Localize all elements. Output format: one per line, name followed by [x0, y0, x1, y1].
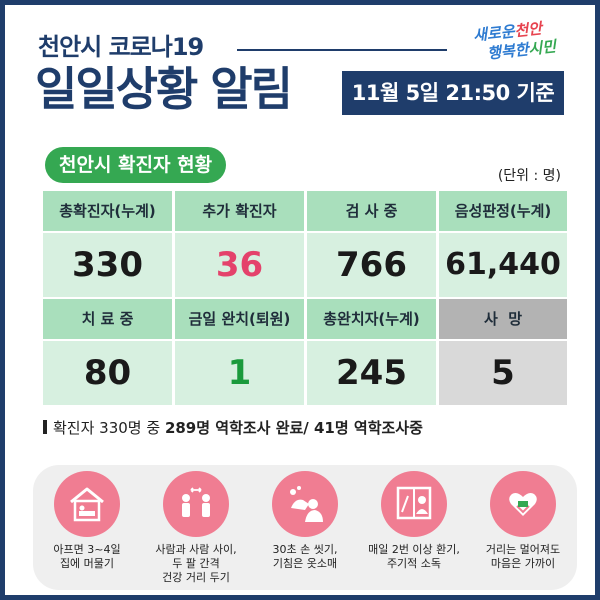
- note-bullet: [43, 420, 47, 434]
- today-released-label: 금일 완치(퇴원): [175, 299, 304, 339]
- testing-label: 검 사 중: [307, 191, 436, 231]
- total-confirmed-label: 총확진자(누계): [43, 191, 172, 231]
- rule-item-heart: 거리는 멀어져도 마음은 가까이: [469, 471, 577, 571]
- city-logo: 새로운천안 행복한시민: [465, 19, 585, 63]
- investigation-note: 확진자 330명 중 289명 역학조사 완료/ 41명 역학조사중: [43, 417, 423, 438]
- rule-caption: 아프면 3~4일 집에 머물기: [53, 543, 121, 570]
- note-bold: 289명 역학조사 완료/ 41명 역학조사중: [164, 419, 423, 437]
- date-badge: 11월 5일 21:50 기준: [342, 71, 564, 115]
- distance-icon: [163, 471, 229, 537]
- prevention-rules: 아프면 3~4일 집에 머물기 사람과 사람 사이, 두 팔 간격 건강 거리 …: [33, 465, 577, 590]
- page-subtitle: 천안시 코로나19: [38, 33, 204, 61]
- negative-value: 61,440: [439, 233, 567, 297]
- new-confirmed-label: 추가 확진자: [175, 191, 304, 231]
- logo-text-2b: 시민: [527, 37, 557, 59]
- today-released-value: 1: [175, 341, 304, 405]
- total-confirmed-value: 330: [43, 233, 172, 297]
- logo-text-2a: 행복한: [486, 40, 530, 63]
- page-title: 일일상황 알림: [35, 62, 293, 116]
- death-label: 사 망: [439, 299, 567, 339]
- ventilation-icon: [381, 471, 447, 537]
- death-value: 5: [439, 341, 567, 405]
- negative-label: 음성판정(누계): [439, 191, 567, 231]
- total-released-value: 245: [307, 341, 436, 405]
- note-prefix: 확진자 330명 중: [53, 419, 165, 437]
- home-rest-icon: [54, 471, 120, 537]
- rule-item-distance: 사람과 사람 사이, 두 팔 간격 건강 거리 두기: [142, 471, 250, 585]
- rule-item-ventilation: 매일 2번 이상 환기, 주기적 소독: [360, 471, 468, 571]
- rule-caption: 거리는 멀어져도 마음은 가까이: [485, 543, 561, 570]
- rule-item-home: 아프면 3~4일 집에 머물기: [33, 471, 141, 571]
- unit-label: (단위 : 명): [497, 168, 561, 184]
- stats-grid: 총확진자(누계) 추가 확진자 검 사 중 음성판정(누계) 330 36 76…: [43, 191, 567, 405]
- rule-caption: 사람과 사람 사이, 두 팔 간격 건강 거리 두기: [155, 543, 237, 584]
- testing-value: 766: [307, 233, 436, 297]
- header-divider: [237, 49, 447, 51]
- handwash-icon: [272, 471, 338, 537]
- heart-hands-icon: [490, 471, 556, 537]
- rule-caption: 30초 손 씻기, 기침은 옷소매: [272, 543, 338, 570]
- total-released-label: 총완치자(누계): [307, 299, 436, 339]
- rule-item-handwash: 30초 손 씻기, 기침은 옷소매: [251, 471, 359, 571]
- in-treatment-value: 80: [43, 341, 172, 405]
- in-treatment-label: 치 료 중: [43, 299, 172, 339]
- rule-caption: 매일 2번 이상 환기, 주기적 소독: [368, 543, 460, 570]
- section-title: 천안시 확진자 현황: [45, 147, 227, 183]
- new-confirmed-value: 36: [175, 233, 304, 297]
